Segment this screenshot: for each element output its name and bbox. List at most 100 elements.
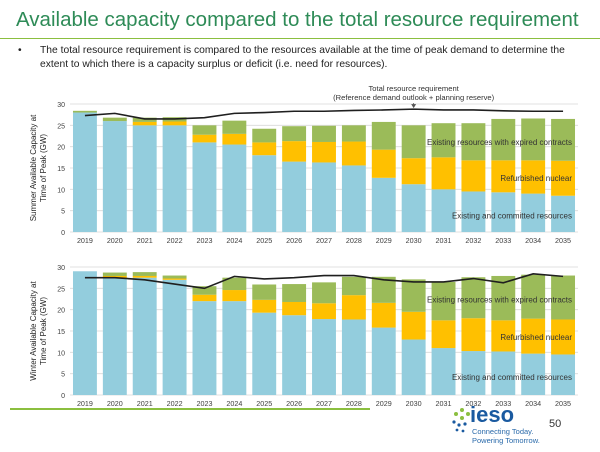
bar-expired: [341, 276, 366, 296]
bar-expired: [521, 274, 546, 319]
segment-label-refurbished: Refurbished nuclear: [500, 174, 572, 183]
bar-expired: [491, 275, 516, 321]
x-tick-label: 2023: [196, 236, 212, 245]
bar-refurbished: [551, 319, 576, 355]
bar-refurbished: [491, 320, 516, 352]
bar-expired: [102, 272, 127, 276]
bar-expired: [371, 121, 396, 150]
y-axis-label: Time of Peak (GW): [39, 134, 48, 202]
x-tick-label: 2031: [436, 236, 452, 245]
x-tick-label: 2035: [555, 236, 571, 245]
x-tick-label: 2020: [107, 399, 123, 408]
x-tick-label: 2024: [226, 399, 242, 408]
x-tick-label: 2034: [525, 399, 541, 408]
bar-expired: [371, 276, 396, 303]
bar-expired: [461, 277, 486, 319]
bar-refurbished: [192, 294, 217, 302]
x-tick-label: 2031: [436, 399, 452, 408]
segment-label-refurbished: Refurbished nuclear: [500, 333, 572, 342]
y-tick-label: 25: [57, 123, 65, 130]
x-tick-label: 2027: [316, 399, 332, 408]
ieso-logo-icon: [452, 408, 470, 433]
y-tick-label: 5: [61, 372, 65, 379]
y-tick-label: 15: [57, 166, 65, 173]
annotation-line-1: Total resource requirement: [368, 84, 459, 93]
x-tick-label: 2030: [406, 399, 422, 408]
page-number: 50: [549, 418, 562, 430]
x-tick-label: 2032: [465, 399, 481, 408]
bar-existing: [521, 193, 546, 232]
x-tick-label: 2030: [406, 236, 422, 245]
bar-refurbished: [341, 141, 366, 166]
bar-existing: [312, 162, 336, 232]
bar-refurbished: [521, 318, 546, 354]
bar-existing: [162, 125, 187, 232]
bar-expired: [192, 125, 217, 135]
slide-title: Available capacity compared to the total…: [16, 8, 579, 31]
segment-label-expired: Existing resources with expired contract…: [427, 138, 572, 147]
bar-existing: [431, 348, 456, 395]
bar-expired: [431, 281, 456, 321]
x-tick-label: 2028: [346, 399, 362, 408]
bar-refurbished: [282, 141, 307, 162]
bar-refurbished: [371, 149, 396, 178]
x-tick-label: 2033: [495, 399, 511, 408]
x-tick-label: 2025: [256, 236, 272, 245]
y-axis-label: Summer Available Capacity at: [29, 114, 38, 221]
bar-existing: [162, 279, 187, 395]
bar-expired: [132, 272, 157, 276]
bar-refurbished: [341, 295, 366, 320]
bar-existing: [491, 192, 516, 232]
y-tick-label: 5: [61, 209, 65, 216]
y-tick-label: 15: [57, 329, 65, 336]
bar-refurbished: [401, 158, 426, 185]
requirement-line: [84, 108, 564, 120]
bar-existing: [192, 301, 217, 395]
bar-expired: [282, 284, 307, 302]
x-tick-label: 2027: [316, 236, 332, 245]
bar-existing: [282, 315, 307, 395]
bar-expired: [222, 277, 247, 291]
x-tick-label: 2022: [167, 236, 183, 245]
y-tick-label: 25: [57, 286, 65, 293]
bar-expired: [312, 125, 336, 142]
bar-expired: [551, 275, 576, 320]
x-tick-label: 2021: [137, 399, 153, 408]
x-tick-label: 2022: [167, 399, 183, 408]
x-tick-label: 2023: [196, 399, 212, 408]
x-tick-label: 2035: [555, 399, 571, 408]
annotation-arrowhead: [411, 104, 417, 109]
bar-existing: [521, 353, 546, 395]
bar-refurbished: [132, 121, 157, 126]
bar-refurbished: [431, 157, 456, 190]
bar-expired: [132, 117, 157, 122]
bar-existing: [431, 189, 456, 232]
bar-refurbished: [162, 278, 187, 280]
bar-refurbished: [371, 302, 396, 328]
bar-expired: [102, 117, 127, 122]
bar-existing: [102, 121, 127, 232]
bar-expired: [431, 123, 456, 158]
x-tick-label: 2034: [525, 236, 541, 245]
y-tick-label: 0: [61, 393, 65, 400]
x-tick-label: 2020: [107, 236, 123, 245]
bar-existing: [491, 351, 516, 395]
bar-expired: [551, 118, 576, 161]
bar-refurbished: [162, 121, 187, 126]
bar-refurbished: [282, 301, 307, 316]
bar-refurbished: [252, 142, 277, 156]
y-tick-label: 10: [57, 187, 65, 194]
bar-existing: [72, 271, 97, 395]
x-tick-label: 2019: [77, 399, 93, 408]
bar-expired: [491, 118, 516, 161]
bar-existing: [461, 351, 486, 395]
bar-refurbished: [222, 133, 247, 145]
bullet-text: The total resource requirement is compar…: [40, 45, 565, 70]
tagline-line-1: Connecting Today.: [472, 427, 534, 436]
bar-existing: [312, 319, 336, 395]
y-axis-label: Time of Peak (GW): [39, 297, 48, 365]
bar-expired: [162, 275, 187, 279]
bar-refurbished: [461, 318, 486, 352]
bar-existing: [132, 125, 157, 232]
